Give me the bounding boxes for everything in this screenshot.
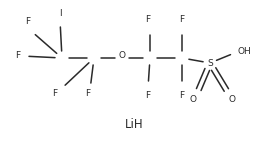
Text: F: F [53,89,58,99]
Text: O: O [229,96,236,105]
Text: OH: OH [237,48,251,57]
Text: S: S [207,59,213,67]
Text: F: F [85,89,91,99]
Text: F: F [146,15,151,25]
Text: I: I [59,10,61,18]
Text: F: F [15,52,20,60]
Text: O: O [118,52,125,60]
Text: F: F [180,90,185,100]
Text: O: O [189,96,196,105]
Text: F: F [25,17,31,27]
Text: F: F [180,15,185,25]
Text: LiH: LiH [125,117,143,130]
Text: F: F [146,90,151,100]
